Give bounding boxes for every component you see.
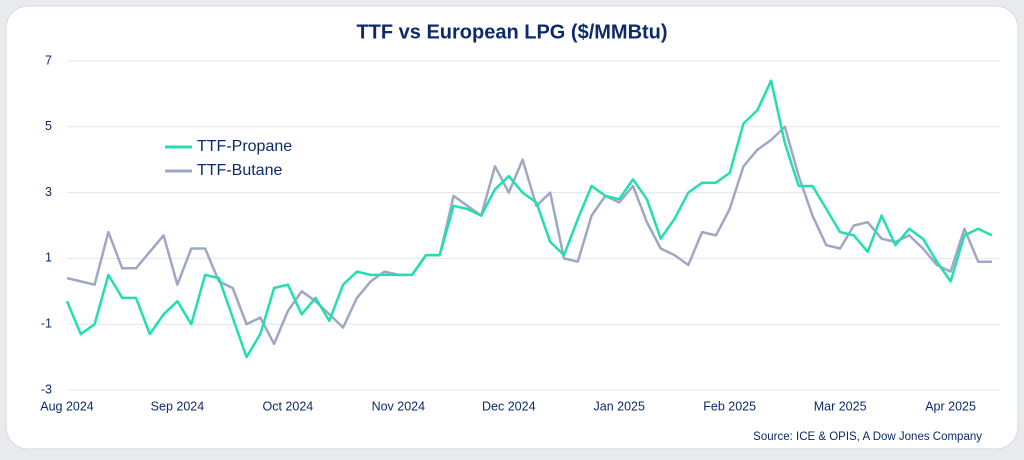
source-note: Source: ICE & OPIS, A Dow Jones Company <box>753 431 982 443</box>
y-tick-label: 1 <box>45 251 52 265</box>
y-tick-label: -1 <box>41 316 52 330</box>
x-tick-label: Oct 2024 <box>263 399 314 413</box>
legend-label: TTF-Butane <box>197 162 282 179</box>
y-tick-label: -3 <box>41 382 52 396</box>
y-tick-label: 7 <box>45 53 52 67</box>
chart-title: TTF vs European LPG ($/MMBtu) <box>356 21 667 43</box>
y-tick-label: 3 <box>45 185 52 199</box>
x-tick-label: Apr 2025 <box>925 399 976 413</box>
series-line <box>65 79 993 359</box>
x-tick-label: Mar 2025 <box>814 399 867 413</box>
x-tick-label: Aug 2024 <box>40 399 94 413</box>
y-tick-label: 5 <box>45 119 52 133</box>
x-tick-label: Jan 2025 <box>594 399 645 413</box>
card <box>5 5 1019 450</box>
x-tick-label: Nov 2024 <box>372 399 426 413</box>
legend-label: TTF-Propane <box>197 138 292 155</box>
x-tick-label: Dec 2024 <box>482 399 536 413</box>
x-tick-label: Sep 2024 <box>151 399 205 413</box>
x-tick-label: Feb 2025 <box>703 399 756 413</box>
